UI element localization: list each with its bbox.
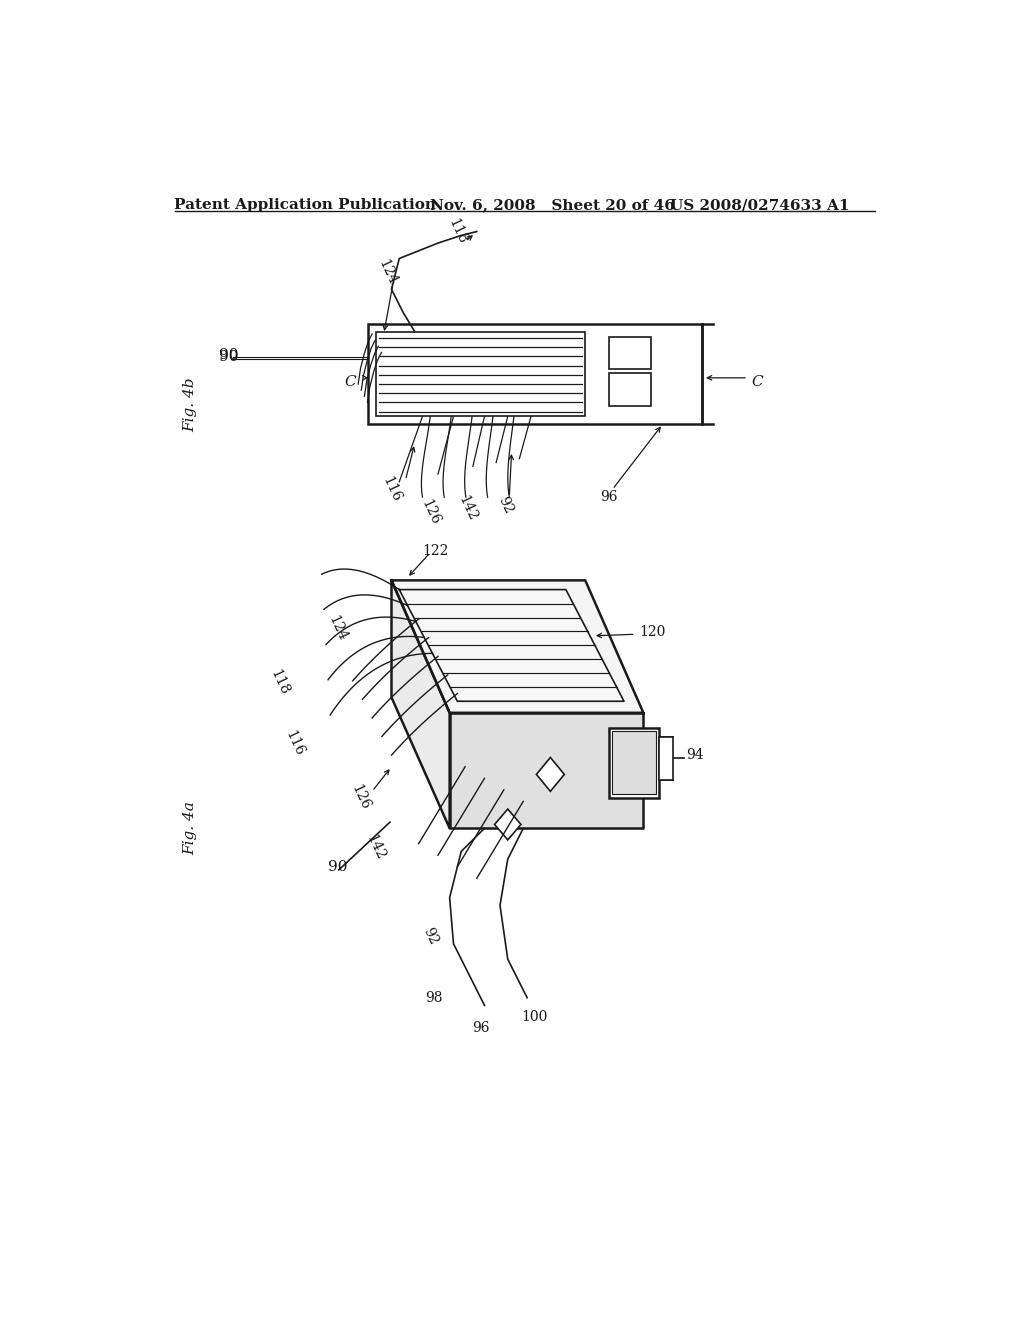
- Text: 118: 118: [445, 216, 469, 247]
- Text: 92: 92: [496, 494, 515, 516]
- Polygon shape: [495, 809, 521, 840]
- Text: 120: 120: [640, 624, 666, 639]
- Polygon shape: [537, 758, 564, 792]
- Text: Fig. 4a: Fig. 4a: [183, 801, 197, 855]
- Text: 90: 90: [219, 347, 239, 362]
- Text: Patent Application Publication: Patent Application Publication: [174, 198, 436, 213]
- Text: 142: 142: [456, 494, 479, 524]
- Bar: [608, 374, 651, 405]
- Polygon shape: [391, 581, 643, 713]
- Polygon shape: [450, 713, 643, 829]
- Text: C: C: [345, 375, 356, 389]
- Text: 126: 126: [419, 498, 442, 528]
- Polygon shape: [391, 581, 450, 829]
- Text: 126: 126: [348, 783, 373, 812]
- Text: 116: 116: [380, 474, 403, 504]
- Bar: [608, 337, 651, 370]
- Text: 118: 118: [268, 667, 292, 697]
- Text: 100: 100: [521, 1010, 548, 1024]
- Polygon shape: [399, 590, 624, 701]
- Text: US 2008/0274633 A1: US 2008/0274633 A1: [671, 198, 850, 213]
- Bar: [376, 331, 586, 416]
- Bar: [611, 731, 655, 795]
- Text: 94: 94: [686, 748, 703, 762]
- Text: 122: 122: [423, 544, 449, 558]
- Bar: [608, 729, 658, 797]
- Text: 116: 116: [283, 729, 306, 759]
- Text: 96: 96: [600, 490, 617, 504]
- Text: 98: 98: [425, 991, 442, 1005]
- Text: 124: 124: [326, 612, 349, 643]
- Text: 142: 142: [365, 833, 388, 862]
- Text: 90: 90: [219, 350, 239, 364]
- Text: C: C: [752, 375, 764, 389]
- Text: 96: 96: [472, 1022, 489, 1035]
- Bar: [369, 323, 701, 424]
- Text: Nov. 6, 2008   Sheet 20 of 46: Nov. 6, 2008 Sheet 20 of 46: [430, 198, 675, 213]
- Text: 92: 92: [420, 925, 440, 946]
- Text: 124: 124: [376, 257, 399, 288]
- Text: Fig. 4b: Fig. 4b: [183, 378, 197, 432]
- Text: 90: 90: [328, 859, 347, 874]
- Bar: [658, 738, 673, 780]
